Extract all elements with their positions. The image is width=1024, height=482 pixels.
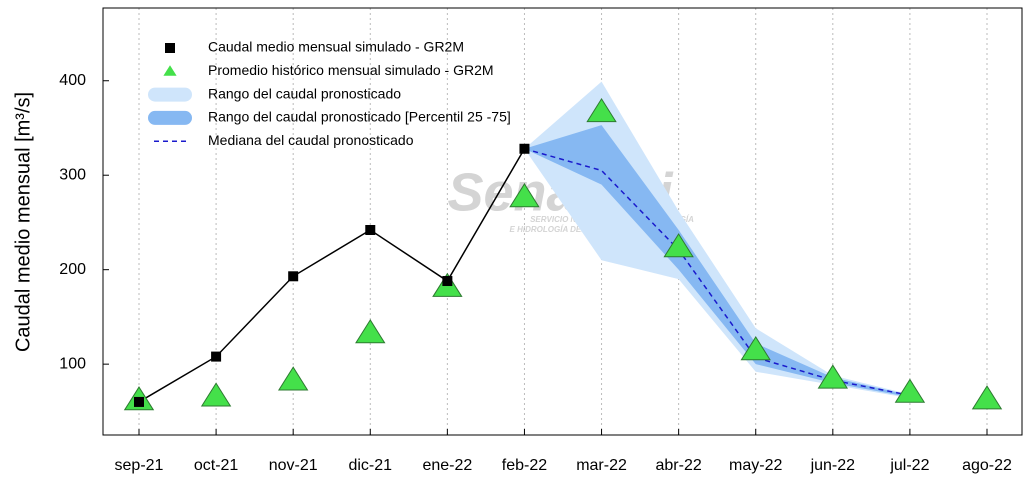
x-tick-label: jun-22 [810, 457, 856, 474]
y-tick-label: 100 [59, 355, 86, 372]
legend-label: Mediana del caudal pronosticado [208, 132, 414, 148]
square-marker [442, 276, 453, 287]
triangle-marker [663, 233, 694, 258]
legend-marker [148, 110, 192, 125]
range-band [524, 81, 910, 399]
legend-label: Promedio histórico mensual simulado - GR… [208, 62, 494, 78]
y-tick-label: 200 [59, 261, 86, 278]
y-tick-label: 300 [59, 166, 86, 183]
triangle-marker [277, 366, 309, 391]
legend-label: Rango del caudal pronosticado [Percentil… [208, 109, 511, 125]
watermark: E HIDROLOGÍA DEL PERÚ [510, 225, 611, 234]
x-tick-label: ago-22 [962, 457, 1012, 474]
triangle-marker [200, 382, 232, 407]
square-marker [288, 271, 299, 282]
legend-label: Caudal medio mensual simulado - GR2M [208, 39, 464, 55]
legend-marker [163, 65, 177, 76]
x-tick-label: abr-22 [656, 457, 702, 474]
y-tick-label: 400 [59, 72, 86, 89]
x-tick-label: feb-22 [502, 457, 547, 474]
y-axis-label: Caudal medio mensual [m³/s] [12, 92, 34, 352]
median-line [524, 148, 911, 397]
x-tick-label: mar-22 [576, 457, 627, 474]
legend-marker [165, 43, 175, 53]
simulated-line [138, 148, 526, 403]
square-marker [365, 225, 376, 236]
x-tick-label: jul-22 [889, 457, 929, 474]
square-marker [211, 351, 222, 362]
triangle-marker [971, 385, 1003, 410]
x-tick-label: oct-21 [194, 457, 239, 474]
range-band [524, 125, 910, 398]
x-tick-label: may-22 [729, 457, 782, 474]
square-marker [519, 143, 530, 154]
square-marker [134, 396, 144, 407]
triangle-marker [586, 97, 617, 123]
plot-frame [102, 7, 1023, 436]
triangle-marker [509, 182, 540, 208]
triangle-marker [740, 336, 771, 361]
x-tick-label: nov-21 [269, 457, 318, 474]
x-tick-label: ene-22 [422, 457, 472, 474]
x-tick-label: sep-21 [115, 457, 164, 474]
triangle-marker [355, 319, 386, 344]
legend-marker [148, 87, 192, 102]
triangle-marker [894, 378, 926, 403]
legend-label: Rango del caudal pronosticado [208, 85, 401, 101]
triangle-marker [817, 364, 849, 389]
x-tick-label: dic-21 [348, 457, 392, 474]
